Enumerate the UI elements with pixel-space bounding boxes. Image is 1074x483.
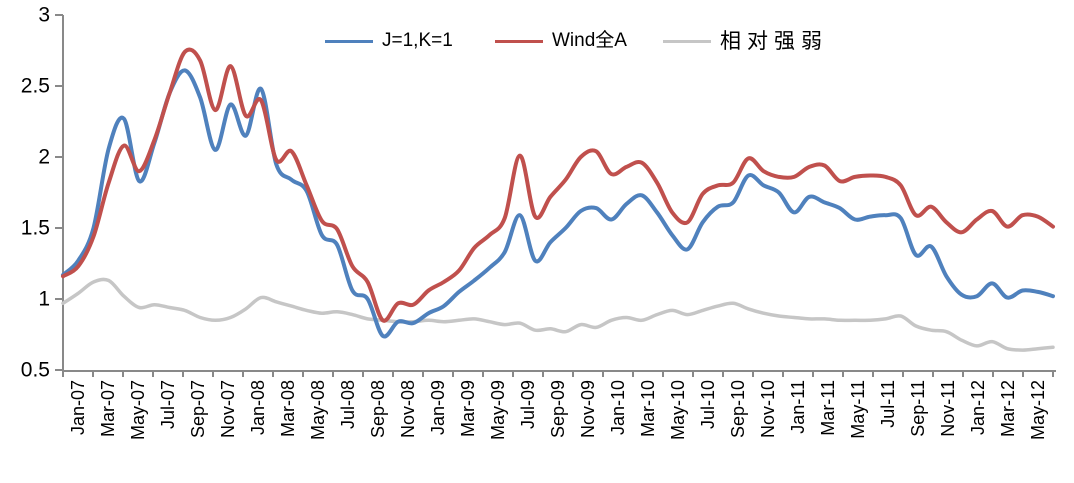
- y-tick-label: 1: [38, 288, 50, 311]
- x-tick-label: Jul-07: [158, 380, 178, 429]
- x-tick-label: Mar-10: [638, 380, 658, 437]
- x-tick-label: Jul-09: [518, 380, 538, 429]
- x-tick-label: Mar-09: [458, 380, 478, 437]
- x-tick-label: May-07: [128, 380, 148, 440]
- x-tick-label: May-11: [848, 380, 868, 439]
- x-tick-label: Mar-12: [998, 380, 1018, 437]
- x-tick-label: Jul-08: [338, 380, 358, 429]
- x-tick-label: Jan-07: [68, 380, 88, 435]
- x-tick-label: Jan-12: [968, 380, 988, 435]
- x-tick-label: Mar-11: [818, 380, 838, 436]
- x-tick-label: May-08: [308, 380, 328, 440]
- series-line-wind-quan-a: [61, 47, 1055, 323]
- y-tick-label: 3: [38, 4, 50, 27]
- x-tick-label: Mar-08: [278, 380, 298, 437]
- series-line-j1k1: [61, 68, 1055, 339]
- x-tick-label: Jan-09: [428, 380, 448, 435]
- x-tick-label: Sep-07: [188, 380, 208, 438]
- x-tick-label: May-10: [668, 380, 688, 440]
- x-tick-label: Jul-11: [878, 380, 898, 428]
- x-tick-label: Nov-07: [218, 380, 238, 438]
- x-tick-label: Nov-10: [758, 380, 778, 438]
- x-tick-label: Jan-10: [608, 380, 628, 435]
- x-tick-label: May-09: [488, 380, 508, 440]
- y-tick-label: 2: [38, 146, 50, 169]
- x-tick-label: Mar-07: [98, 380, 118, 437]
- x-tick-label: Sep-08: [368, 380, 388, 438]
- x-tick-label: Nov-08: [398, 380, 418, 438]
- x-tick-label: Jan-08: [248, 380, 268, 435]
- x-tick-label: Nov-09: [578, 380, 598, 438]
- x-tick-label: Jan-11: [788, 380, 808, 434]
- x-tick-label: Jul-10: [698, 380, 718, 429]
- y-tick-label: 0.5: [21, 359, 50, 382]
- series-line-relative-strength: [61, 277, 1055, 352]
- x-tick-label: Sep-11: [908, 380, 928, 437]
- x-tick-label: Sep-10: [728, 380, 748, 438]
- x-tick-label: May-12: [1028, 380, 1048, 440]
- y-tick-label: 2.5: [21, 75, 50, 98]
- x-tick-label: Sep-09: [548, 380, 568, 438]
- x-tick-label: Nov-11: [938, 380, 958, 437]
- y-tick-label: 1.5: [21, 217, 50, 240]
